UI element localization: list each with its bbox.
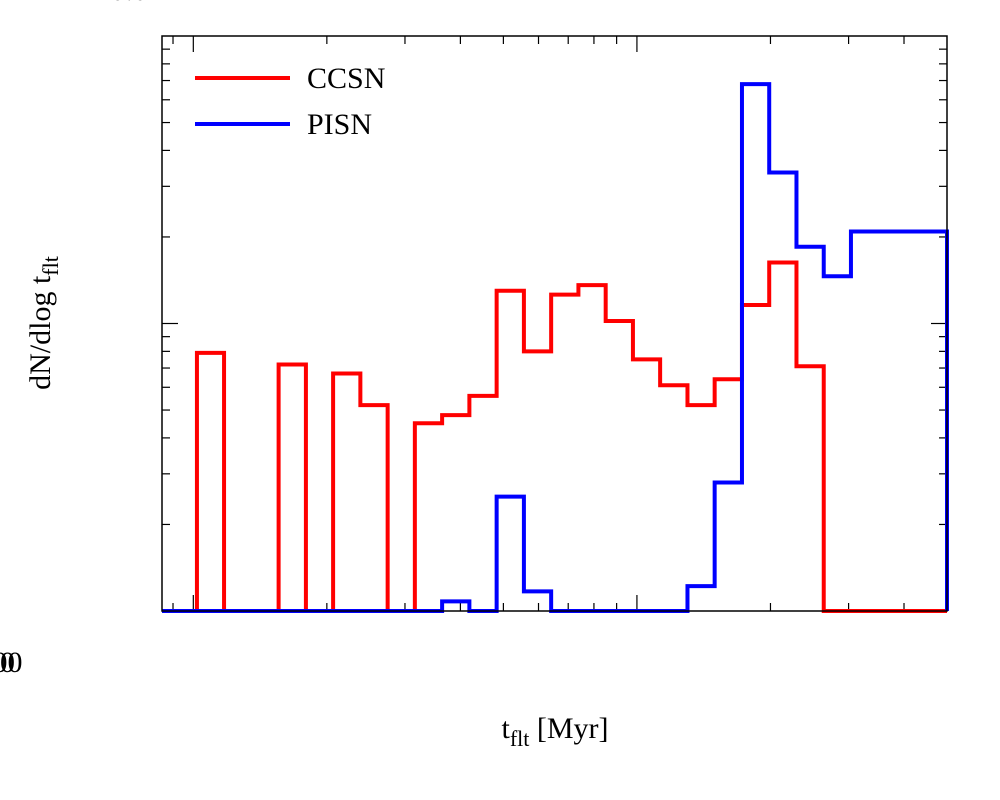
axis-ticks — [162, 36, 947, 611]
legend-label-ccsn: CCSN — [307, 62, 385, 95]
y-axis-label: dN/dlog tflt — [24, 256, 63, 390]
y-tick-label: 1 — [133, 0, 148, 7]
legend-label-pisn: PISN — [307, 108, 372, 141]
legend: CCSN PISN — [195, 62, 385, 141]
x-tick-label: 10 — [0, 646, 15, 679]
series-group — [162, 82, 949, 613]
y-tick-label: 10 — [118, 0, 148, 7]
x-axis-label: tflt [Myr] — [501, 712, 608, 751]
tick-labels: 101000.1110 — [0, 0, 148, 679]
y-tick-label: 0.1 — [111, 0, 149, 7]
plot-frame — [161, 35, 948, 612]
x-tick-label: 100 — [0, 646, 23, 679]
series-ccsn-line — [162, 260, 947, 613]
